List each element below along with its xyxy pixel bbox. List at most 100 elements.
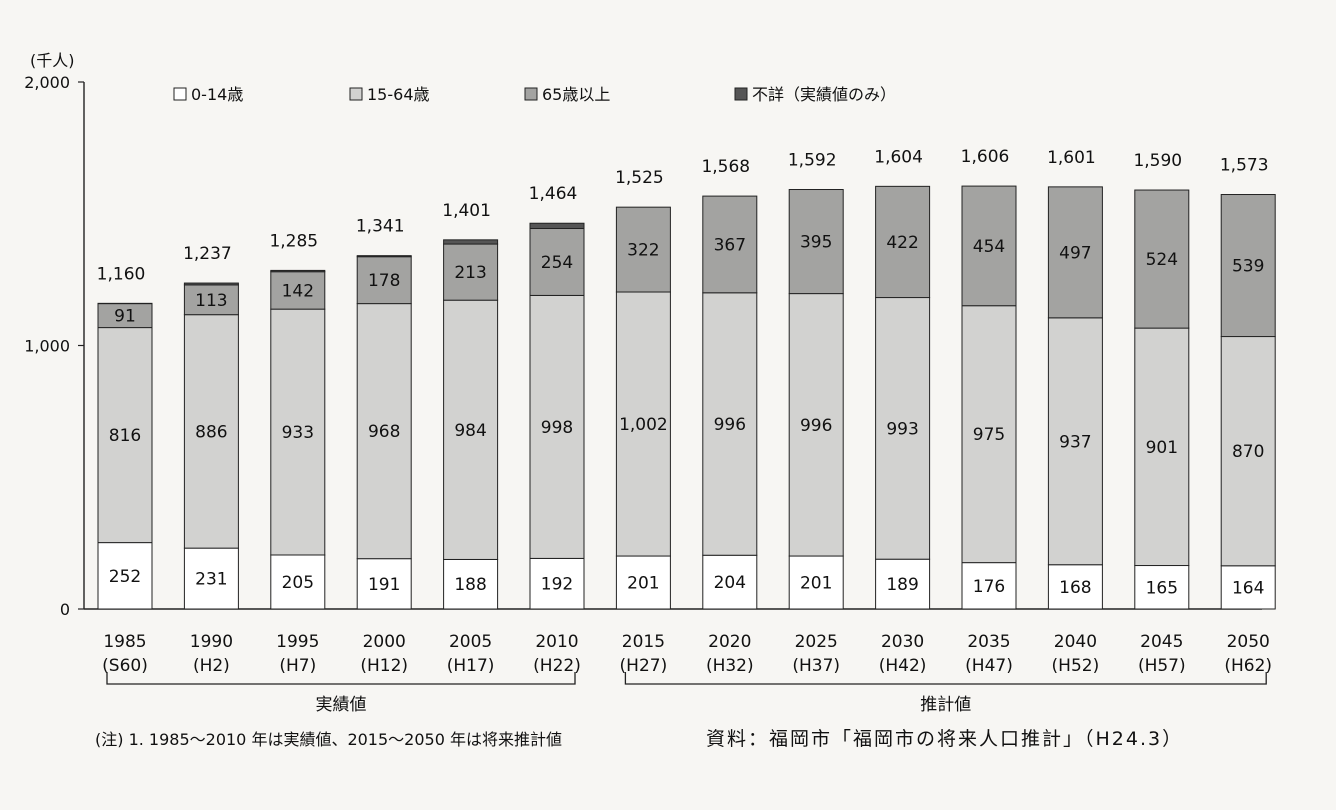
- x-tick-label-era: (H37): [792, 656, 840, 676]
- segment-value-label: 524: [1146, 250, 1178, 270]
- legend-swatch: [735, 88, 747, 100]
- y-tick-label: 2,000: [24, 73, 70, 92]
- total-label: 1,341: [356, 217, 405, 237]
- total-label: 1,464: [529, 184, 578, 204]
- total-label: 1,601: [1047, 148, 1096, 168]
- total-label: 1,606: [961, 147, 1010, 167]
- bar-stack: 168 937 497 1,601: [1047, 148, 1102, 609]
- legend: 0-14歳 15-64歳 65歳以上 不詳（実績値のみ）: [174, 85, 896, 104]
- segment-value-label: 998: [541, 418, 573, 438]
- bar-stack: 204 996 367 1,568: [701, 157, 756, 609]
- total-label: 1,160: [97, 264, 146, 284]
- segment-value-label: 996: [714, 415, 746, 435]
- x-tick-label-year: 2000: [363, 632, 406, 652]
- x-tick-label-year: 2045: [1140, 632, 1183, 652]
- segment-value-label: 113: [195, 291, 227, 311]
- footnote: (注) 1. 1985〜2010 年は実績値、2015〜2050 年は将来推計値: [95, 730, 562, 749]
- x-tick-label-year: 2020: [708, 632, 751, 652]
- x-tick-label-year: 2025: [795, 632, 838, 652]
- legend-swatch: [350, 88, 362, 100]
- x-tick-label-year: 1990: [190, 632, 233, 652]
- segment-value-label: 968: [368, 422, 400, 442]
- period-bracket: 実績値: [107, 672, 575, 715]
- segment-value-label: 231: [195, 570, 227, 590]
- segment-value-label: 201: [800, 574, 832, 594]
- legend-item: 不詳（実績値のみ）: [735, 85, 896, 104]
- x-tick-label-era: (H2): [193, 656, 230, 676]
- period-bracket: 推計値: [625, 672, 1266, 715]
- bar-stack: 192 998 254 1,464: [529, 184, 584, 609]
- segment-value-label: 996: [800, 416, 832, 436]
- segment-value-label: 937: [1059, 432, 1091, 452]
- x-tick-label-era: (S60): [102, 656, 148, 676]
- x-tick-label-year: 2005: [449, 632, 492, 652]
- segment-value-label: 204: [714, 573, 746, 593]
- segment-value-label: 984: [454, 421, 486, 441]
- bracket-line: [107, 672, 575, 684]
- x-tick-label-era: (H62): [1224, 656, 1272, 676]
- segment-value-label: 252: [109, 567, 141, 587]
- bar-stack: 164 870 539 1,573: [1220, 156, 1275, 609]
- total-label: 1,525: [615, 168, 664, 188]
- source-credit: 資料：福岡市「福岡市の将来人口推計」（H24.3）: [706, 728, 1183, 750]
- segment-value-label: 886: [195, 422, 227, 442]
- segment-value-label: 192: [541, 575, 573, 595]
- bar-segment: [184, 283, 238, 285]
- segment-value-label: 254: [541, 253, 573, 273]
- segment-value-label: 816: [109, 426, 141, 446]
- bracket-label: 推計値: [920, 695, 971, 715]
- total-label: 1,568: [701, 157, 750, 177]
- segment-value-label: 189: [886, 575, 918, 595]
- total-label: 1,604: [874, 147, 923, 167]
- legend-item: 0-14歳: [174, 85, 243, 104]
- legend-swatch: [174, 88, 186, 100]
- segment-value-label: 201: [627, 574, 659, 594]
- bar-segment: [271, 270, 325, 271]
- y-tick-label: 0: [60, 600, 70, 619]
- segment-value-label: 975: [973, 425, 1005, 445]
- segment-value-label: 178: [368, 271, 400, 291]
- segment-value-label: 497: [1059, 243, 1091, 263]
- segment-value-label: 322: [627, 241, 659, 261]
- segment-value-label: 1,002: [619, 415, 668, 435]
- segment-value-label: 176: [973, 577, 1005, 597]
- segment-value-label: 993: [886, 419, 918, 439]
- legend-label: 15-64歳: [367, 85, 430, 104]
- y-unit-label: (千人): [30, 51, 75, 70]
- legend-label: 不詳（実績値のみ）: [752, 85, 896, 104]
- x-tick-label-year: 2015: [622, 632, 665, 652]
- legend-label: 65歳以上: [542, 85, 610, 104]
- segment-value-label: 901: [1146, 438, 1178, 458]
- x-tick-label-era: (H12): [360, 656, 408, 676]
- segment-value-label: 164: [1232, 578, 1264, 598]
- x-tick-label-era: (H27): [620, 656, 668, 676]
- total-label: 1,592: [788, 151, 837, 171]
- segment-value-label: 213: [454, 263, 486, 283]
- legend-item: 65歳以上: [525, 85, 610, 104]
- total-label: 1,590: [1133, 151, 1182, 171]
- segment-value-label: 539: [1232, 257, 1264, 277]
- bar-stack: 201 996 395 1,592: [788, 151, 843, 609]
- segment-value-label: 205: [282, 573, 314, 593]
- segment-value-label: 870: [1232, 442, 1264, 462]
- segment-value-label: 367: [714, 235, 746, 255]
- x-tick-label-era: (H22): [533, 656, 581, 676]
- total-label: 1,573: [1220, 156, 1269, 176]
- segment-value-label: 395: [800, 233, 832, 253]
- x-tick-label-year: 1985: [103, 632, 146, 652]
- bar-segment: [444, 240, 498, 244]
- segment-value-label: 191: [368, 575, 400, 595]
- legend-item: 15-64歳: [350, 85, 430, 104]
- total-label: 1,285: [269, 231, 318, 251]
- x-tick-label-year: 2035: [967, 632, 1010, 652]
- x-tick-label-year: 2040: [1054, 632, 1097, 652]
- segment-value-label: 91: [114, 307, 136, 327]
- segment-value-label: 168: [1059, 578, 1091, 598]
- x-tick-label-year: 2050: [1227, 632, 1270, 652]
